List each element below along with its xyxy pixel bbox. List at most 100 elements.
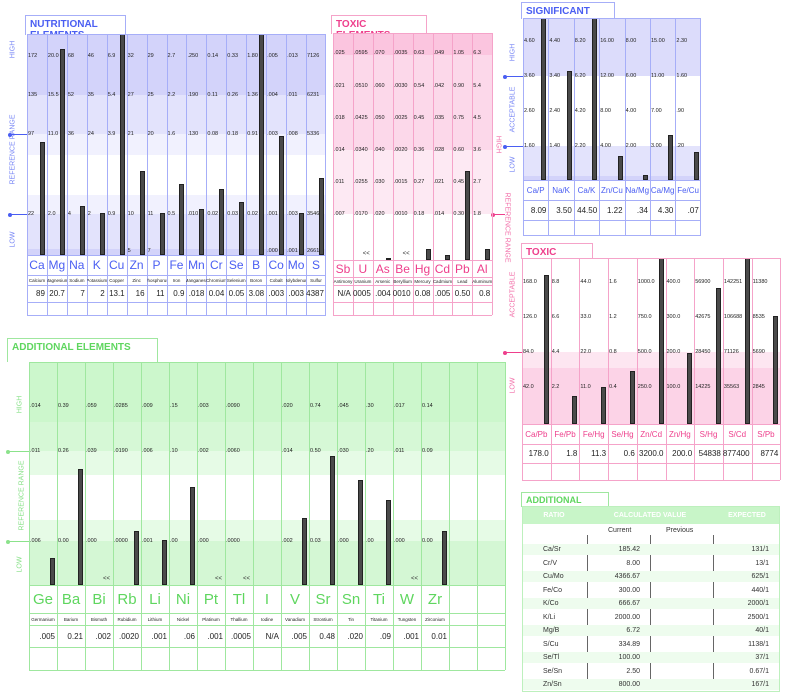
column-divider (113, 362, 142, 670)
column-divider (337, 362, 366, 670)
bar-fe-hg (601, 387, 607, 424)
element-name: Boron (250, 277, 263, 283)
element-name: Zirconium (425, 616, 445, 622)
ratio-value: 1.22 (607, 205, 623, 215)
tick-label: 5.4 (473, 83, 481, 89)
range-band (27, 34, 326, 95)
ratio-label: Se/Hg (611, 429, 634, 439)
element-symbol: I (264, 590, 270, 608)
column-divider (432, 33, 453, 315)
range-marker (503, 144, 523, 149)
element-value: 3.08 (248, 289, 265, 298)
tick-label: 2 (87, 211, 91, 217)
tick-label: 2.30 (676, 38, 688, 44)
additional-ratios-table: RATIO CALCULATED VALUE EXPECTED Current … (522, 506, 780, 692)
tick-label: .030 (338, 448, 349, 454)
column-divider (309, 362, 338, 670)
tick-label: 20.0 (47, 53, 59, 59)
tick-label: .045 (338, 403, 349, 409)
tick-label: 100.0 (666, 384, 681, 390)
ratio-label: Zn/Cu (600, 185, 623, 195)
element-value: 0.01 (431, 631, 447, 641)
element-name: Tin (347, 616, 355, 622)
element-name: Magnesium (46, 277, 67, 283)
tick-label: .021 (334, 83, 345, 89)
tick-label: .0020 (393, 147, 408, 153)
tick-label: .0255 (353, 179, 368, 185)
tick-label: 2.0 (47, 211, 56, 217)
bar-fe (179, 184, 185, 255)
subheader-previous: Previous (666, 527, 694, 534)
tick-label: 3.00 (651, 143, 662, 149)
tick-label: 0.30 (453, 211, 465, 217)
tick-label: 4.20 (574, 108, 586, 114)
column-divider (253, 362, 282, 670)
tick-label: 0.00 (422, 538, 433, 544)
range-band (27, 134, 326, 155)
tick-label: .005 (267, 53, 278, 59)
column-divider (587, 535, 588, 685)
column-divider (85, 362, 114, 670)
tick-label: .20 (366, 448, 374, 454)
tick-label: .0000 (226, 538, 240, 544)
below-detection-marker: << (411, 576, 419, 582)
header-expected: EXPECTED (728, 512, 766, 519)
tick-label: .011 (287, 92, 298, 98)
element-value: .0020 (118, 631, 139, 641)
tick-label: 1.8 (473, 211, 481, 217)
tick-label: 3.40 (549, 73, 561, 79)
column-divider (650, 535, 651, 685)
bar-v (302, 518, 307, 585)
element-value: 0.48 (319, 631, 335, 641)
element-name: Tungsten (397, 616, 417, 622)
tick-label: 52 (67, 92, 74, 98)
tick-label: 10 (127, 211, 134, 217)
column-divider (573, 18, 600, 235)
element-name: Antimony (333, 278, 353, 284)
bar-pb (465, 171, 471, 260)
tick-label: 15.5 (47, 92, 59, 98)
tick-label: 7126 (307, 53, 320, 59)
tick-label: .0425 (353, 115, 368, 121)
tick-label: 6.6 (551, 314, 560, 320)
row-divider (29, 585, 505, 586)
element-symbol: Tl (232, 590, 246, 608)
range-band (29, 451, 505, 475)
tick-label: .007 (334, 211, 345, 217)
tick-label: 0.54 (413, 83, 425, 89)
column-divider (523, 18, 549, 235)
bar-hg (425, 248, 431, 260)
axis-label-low: LOW (16, 556, 24, 573)
tick-label: 2.2 (551, 384, 560, 390)
tick-label: 36 (67, 131, 74, 137)
below-detection-marker: << (243, 576, 251, 582)
element-symbol: Mo (287, 258, 305, 272)
current-value: 300.00 (618, 586, 640, 594)
tick-label: .0010 (393, 211, 408, 217)
plot-top-border (27, 34, 326, 35)
tick-label: 0.00 (58, 538, 69, 544)
tick-label: .014 (433, 211, 445, 217)
column-divider (286, 34, 306, 315)
ratio-name: K/Li (543, 613, 556, 621)
axis-label-low: LOW (509, 377, 517, 394)
current-value: 2.50 (626, 667, 640, 675)
ratio-label: Zn/Cd (640, 429, 663, 439)
element-name: Iodine (260, 616, 274, 622)
tick-label: 4.00 (625, 108, 637, 114)
element-value: N/A (265, 631, 279, 641)
element-name: Arsenic (375, 278, 391, 284)
tick-label: 0.09 (422, 448, 433, 454)
axis-label-low: LOW (9, 231, 17, 248)
tick-label: .001 (267, 211, 278, 217)
tick-label: .0090 (226, 403, 240, 409)
element-symbol: Zn (129, 258, 144, 272)
column-divider (365, 362, 394, 670)
tick-label: 8.00 (625, 38, 637, 44)
below-detection-marker: << (215, 576, 223, 582)
row-divider (522, 444, 781, 445)
tick-label: 11380 (752, 279, 768, 285)
column-divider (333, 33, 353, 315)
tick-label: 1.40 (549, 143, 561, 149)
ratio-value: 54838 (698, 449, 721, 458)
